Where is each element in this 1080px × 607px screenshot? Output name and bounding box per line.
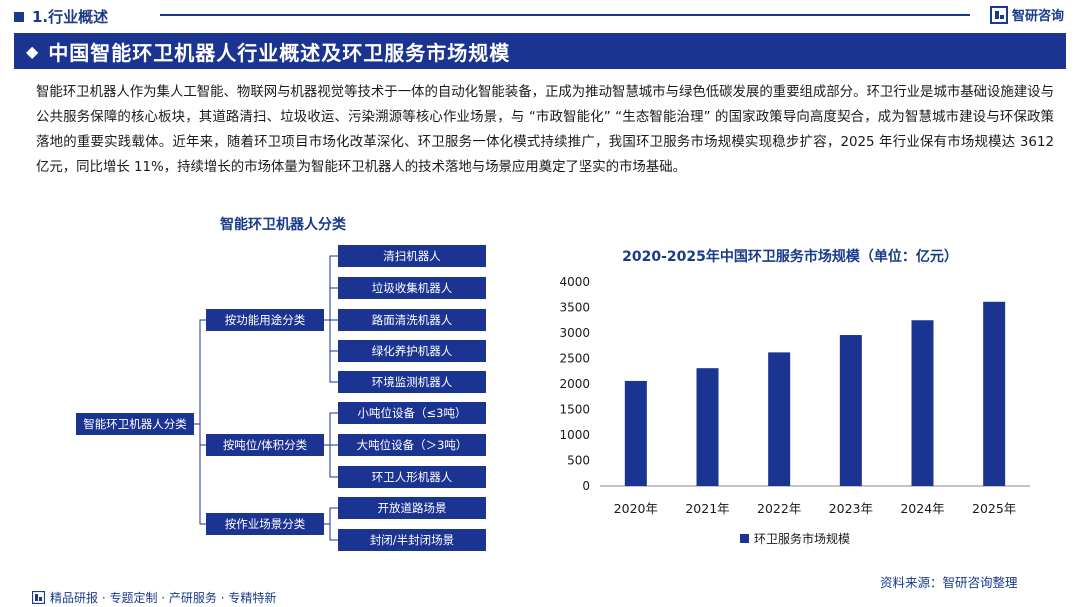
chart-title: 2020-2025年中国环卫服务市场规模（单位：亿元） — [622, 249, 958, 265]
brand-name: 智研咨询 — [1011, 9, 1064, 24]
x-tick-label: 2022年 — [757, 501, 801, 516]
bar — [696, 368, 719, 486]
tree-leaf: 大吨位设备（＞3吨） — [338, 434, 486, 456]
tree-leaf: 绿化养护机器人 — [338, 340, 486, 362]
tree-leaf: 路面清洗机器人 — [338, 309, 486, 331]
bar — [839, 335, 862, 486]
y-tick-label: 0 — [582, 479, 590, 493]
y-tick-label: 3000 — [559, 326, 590, 340]
intro-paragraph: 智能环卫机器人作为集人工智能、物联网与机器视觉等技术于一体的自动化智能装备，正成… — [36, 85, 1054, 175]
x-tick-label: 2023年 — [829, 501, 873, 516]
tree-leaf: 开放道路场景 — [338, 497, 486, 519]
section-title: 1.行业概述 — [14, 6, 108, 27]
tree-group-tonnage: 按吨位/体积分类 — [206, 434, 324, 456]
y-tick-label: 2500 — [559, 352, 590, 366]
section-square-icon — [14, 11, 24, 22]
tree-group-function: 按功能用途分类 — [206, 309, 324, 331]
chart-legend: 环卫服务市场规模 — [740, 530, 850, 547]
y-tick-label: 4000 — [559, 275, 590, 289]
tree-leaf: 垃圾收集机器人 — [338, 277, 486, 299]
bar — [983, 301, 1006, 486]
tree-leaf: 封闭/半封闭场景 — [338, 529, 486, 551]
x-tick-label: 2024年 — [900, 501, 944, 516]
y-tick-label: 500 — [567, 454, 590, 468]
diamond-icon: ◆ — [26, 41, 39, 61]
top-rule — [160, 14, 970, 16]
footer: 精品研报 · 专题定制 · 产研服务 · 专精特新 — [32, 589, 276, 606]
title-banner: ◆ 中国智能环卫机器人行业概述及环卫服务市场规模 — [14, 33, 1066, 69]
x-tick-label: 2025年 — [972, 501, 1016, 516]
top-bar: 1.行业概述 智研咨询 — [0, 0, 1080, 30]
tree-leaf: 环卫人形机器人 — [338, 466, 486, 488]
y-tick-label: 2000 — [559, 377, 590, 391]
x-tick-label: 2020年 — [614, 501, 658, 516]
tree-leaf: 小吨位设备（≤3吨） — [338, 402, 486, 424]
y-tick-label: 3500 — [559, 301, 590, 315]
y-tick-label: 1500 — [559, 403, 590, 417]
legend-label: 环卫服务市场规模 — [754, 532, 851, 546]
tree-group-scenario: 按作业场景分类 — [206, 513, 324, 535]
tree-leaf: 环境监测机器人 — [338, 371, 486, 393]
tree-leaf: 清扫机器人 — [338, 245, 486, 267]
footer-logo-icon — [32, 591, 45, 604]
legend-swatch — [740, 534, 749, 543]
bar — [768, 352, 791, 486]
brand-logo: 智研咨询 — [989, 5, 1064, 24]
tree-root-node: 智能环卫机器人分类 — [76, 413, 194, 435]
banner-title: 中国智能环卫机器人行业概述及环卫服务市场规模 — [48, 40, 511, 65]
bar — [911, 320, 934, 486]
section-title-text: 1.行业概述 — [32, 8, 109, 26]
tree-title: 智能环卫机器人分类 — [220, 217, 346, 233]
footer-text: 精品研报 · 专题定制 · 产研服务 · 专精特新 — [50, 591, 277, 605]
y-tick-label: 1000 — [559, 428, 590, 442]
bar — [624, 380, 647, 486]
x-tick-label: 2021年 — [685, 501, 729, 516]
source-note: 资料来源：智研咨询整理 — [880, 575, 1018, 590]
brand-mark-icon — [989, 5, 1008, 24]
